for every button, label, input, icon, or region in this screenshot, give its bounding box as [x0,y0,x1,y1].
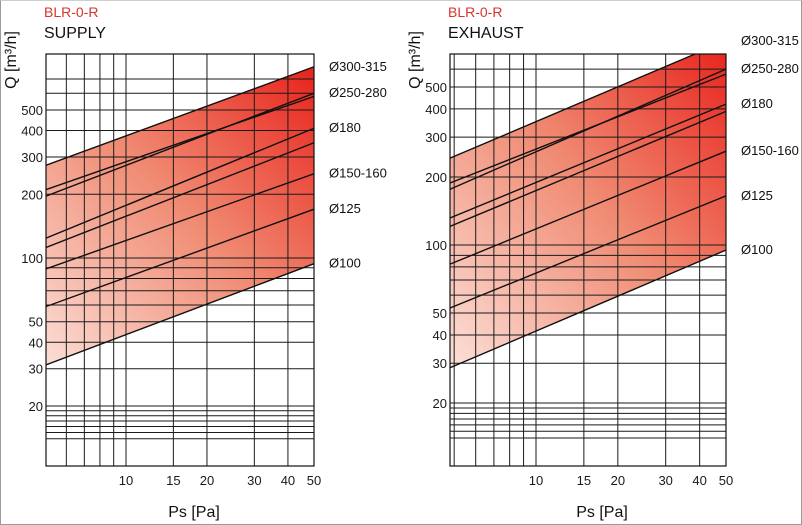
plot-frame [45,53,315,467]
series-label: Ø100 [741,242,773,257]
y-tick-label: 300 [425,130,447,145]
plot-frame [449,53,727,467]
series-label: Ø125 [741,188,773,203]
series-line [450,103,726,219]
series-line [450,54,697,159]
chart-panel-exhaust: Ø300-315 Ø250-280 Ø180 Ø150-160 Ø125 Ø100 20 30… [407,4,799,521]
series-line [450,195,726,309]
y-axis-label: Q [m³/h] [407,31,424,89]
series-label: Ø250-280 [329,85,387,100]
y-tick-label: 500 [21,103,43,118]
y-tick-label: 20 [433,396,447,411]
x-tick-label: 10 [119,473,133,488]
series-line [46,142,314,249]
series-label: Ø250-280 [741,61,799,76]
y-tick-label: 400 [21,124,43,139]
operating-band [46,66,314,365]
series-label: Ø100 [329,256,361,271]
y-tick-label: 40 [29,335,43,350]
y-tick-label: 40 [433,328,447,343]
series-line [450,68,726,190]
x-tick-label: 20 [200,473,214,488]
y-tick-label: 200 [425,170,447,185]
x-tick-label: 15 [577,473,591,488]
x-tick-label: 20 [611,473,625,488]
y-tick-label: 200 [21,187,43,202]
y-tick-label: 20 [29,399,43,414]
series-label: Ø150-160 [741,143,799,158]
chart-panel-supply: Ø300-315 Ø250-280 Ø180 Ø150-160 Ø125 Ø100 20 30… [3,4,387,521]
chart-code: BLR-0-R [44,4,98,20]
series-line [450,150,726,265]
y-tick-label: 500 [425,80,447,95]
y-tick-label: 30 [29,362,43,377]
y-axis-label: Q [m³/h] [3,31,20,89]
x-tick-label: 15 [166,473,180,488]
series-line [46,208,314,308]
y-tick-label: 100 [425,238,447,253]
x-axis-label: Ps [Pa] [168,504,220,521]
series-line [46,173,314,270]
x-axis-label: Ps [Pa] [576,504,628,521]
series-line [46,66,314,167]
series-label: Ø125 [329,201,361,216]
y-tick-label: 50 [433,306,447,321]
x-tick-label: 40 [692,473,706,488]
chart-title: EXHAUST [448,25,524,42]
series-line [450,249,726,369]
y-tick-label: 300 [21,150,43,165]
series-label: Ø300-315 [741,33,799,48]
chart-code: BLR-0-R [448,4,502,20]
x-tick-label: 10 [529,473,543,488]
y-tick-label: 30 [433,356,447,371]
series-line [46,95,314,191]
y-tick-label: 50 [29,315,43,330]
series-line [450,110,726,228]
x-tick-label: 50 [719,473,733,488]
y-tick-label: 400 [425,102,447,117]
series-label: Ø180 [329,120,361,135]
series-line [450,73,726,184]
series-label: Ø180 [741,96,773,111]
x-tick-label: 30 [658,473,672,488]
series-label: Ø150-160 [329,166,387,181]
x-tick-label: 50 [307,473,321,488]
series-line [46,92,314,197]
series-line [46,263,314,366]
y-tick-label: 100 [21,251,43,266]
x-tick-label: 40 [281,473,295,488]
series-label: Ø300-315 [329,59,387,74]
series-line [46,127,314,239]
x-tick-label: 30 [247,473,261,488]
chart-title: SUPPLY [44,25,106,42]
